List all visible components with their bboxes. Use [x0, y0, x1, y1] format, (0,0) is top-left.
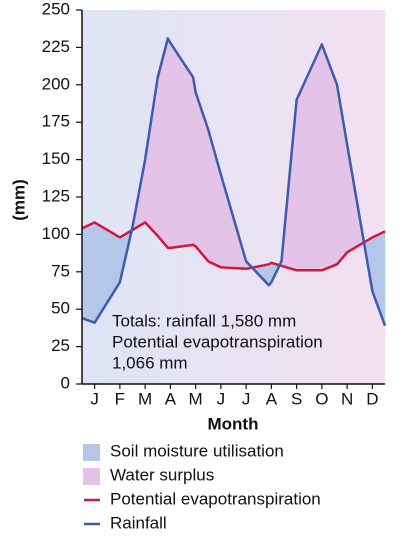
x-tick-label: F: [115, 389, 125, 408]
legend-label: Rainfall: [110, 513, 167, 532]
area: [167, 37, 171, 249]
x-tick-label: M: [189, 389, 203, 408]
x-axis-label: Month: [208, 414, 259, 433]
x-tick-label: J: [217, 389, 226, 408]
series-line: [81, 37, 387, 327]
x-tick-label: J: [90, 389, 99, 408]
y-tick-label: 100: [42, 224, 70, 243]
y-tick-label: 125: [42, 186, 70, 205]
x-tick-label: M: [138, 389, 152, 408]
x-tick-label: S: [291, 389, 302, 408]
y-tick-label: 25: [51, 336, 70, 355]
y-tick-label: 200: [42, 74, 70, 93]
y-tick-label: 75: [51, 261, 70, 280]
y-tick-label: 175: [42, 112, 70, 131]
annotation: Totals: rainfall 1,580 mm: [112, 311, 296, 330]
legend-label: Water surplus: [110, 465, 214, 484]
legend-label: Soil moisture utilisation: [110, 441, 284, 460]
area: [192, 77, 196, 247]
legend-swatch: [83, 468, 100, 485]
annotation: Potential evapotranspiration: [112, 332, 323, 351]
series-line: [81, 221, 386, 272]
x-tick-label: O: [315, 389, 328, 408]
y-tick-label: 225: [42, 37, 70, 56]
legend-swatch: [83, 444, 100, 461]
y-tick-label: 250: [42, 0, 70, 18]
y-tick-label: 150: [42, 149, 70, 168]
annotation: 1,066 mm: [112, 353, 188, 372]
x-tick-label: D: [366, 389, 378, 408]
x-tick-label: A: [165, 389, 177, 408]
y-axis-label: (mm): [9, 179, 28, 221]
y-tick-label: 0: [61, 373, 70, 392]
x-tick-label: A: [266, 389, 278, 408]
x-tick-label: N: [341, 389, 353, 408]
x-tick-label: J: [242, 389, 251, 408]
y-tick-label: 50: [51, 299, 70, 318]
legend-label: Potential evapotranspiration: [110, 489, 321, 508]
area: [81, 221, 95, 324]
